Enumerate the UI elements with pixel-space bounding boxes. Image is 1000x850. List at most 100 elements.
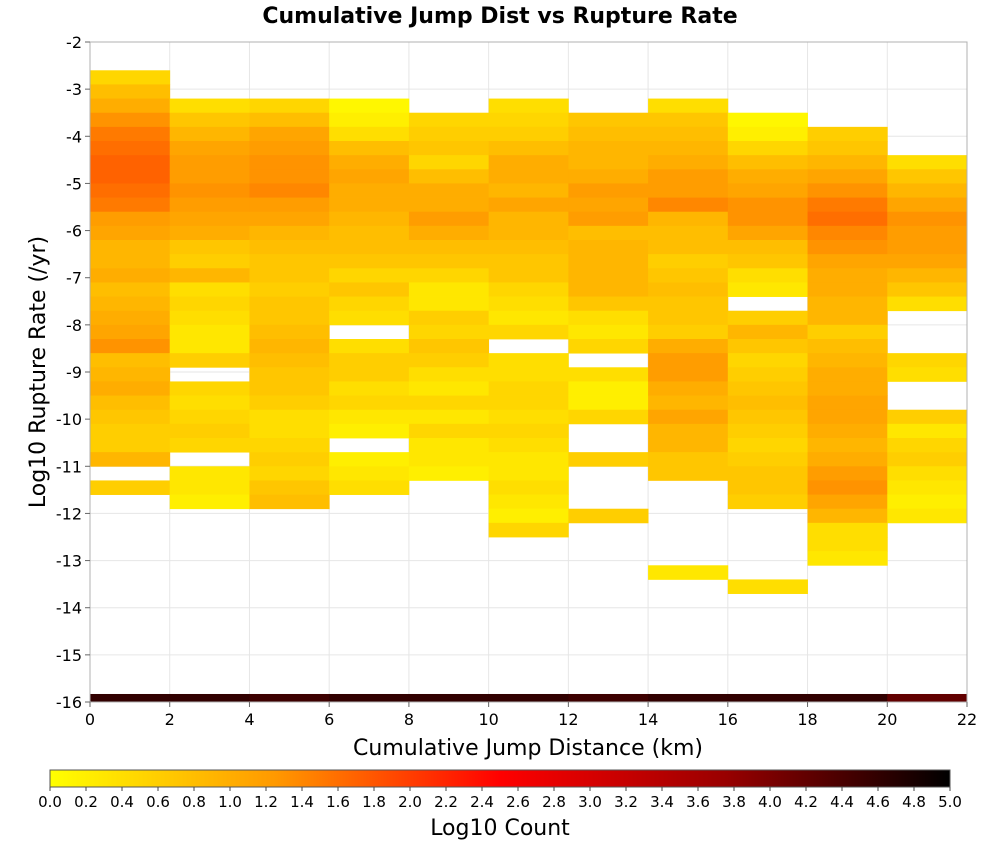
heatmap-cell-c0-r20 <box>90 353 171 368</box>
heatmap-cell-c5-r8 <box>488 211 569 227</box>
heatmap-cell-c7-r19 <box>648 367 729 382</box>
heatmap-cell-c8-r7 <box>727 211 808 227</box>
heatmap-cell-c3-r7 <box>329 197 410 213</box>
x-tick-label-7: 14 <box>638 710 658 729</box>
heatmap-cell-c7-r6 <box>648 183 729 198</box>
heatmap-cell-c9-r21 <box>807 423 888 439</box>
heatmap-cell-c3-r26 <box>329 466 410 481</box>
heatmap-cell-c0-r21 <box>90 367 171 382</box>
heatmap-cell-c0-r5 <box>90 141 171 156</box>
heatmap-cell-c3-r3 <box>329 141 410 156</box>
colorbar-gradient <box>49 769 951 788</box>
heatmap-cell-c2-r19 <box>249 367 330 382</box>
heatmap-cell-c3-r1 <box>329 112 410 128</box>
heatmap-cell-c0-r1 <box>90 84 171 99</box>
heatmap-cell-c2-r5 <box>249 169 330 184</box>
heatmap-cell-c2-r13 <box>249 282 330 297</box>
heatmap-cell-c3-r2 <box>329 126 410 142</box>
colorbar-tick-label-21: 4.2 <box>794 793 818 811</box>
heatmap-base-cell-4 <box>408 693 490 702</box>
heatmap-cell-c4-r15 <box>408 324 490 340</box>
heatmap-cell-c7-r7 <box>648 197 729 213</box>
heatmap-cell-c1-r13 <box>169 282 250 297</box>
heatmap-cell-c1-r15 <box>169 310 250 326</box>
colorbar-tick-label-17: 3.4 <box>650 793 674 811</box>
colorbar-tick-label-25: 5.0 <box>938 793 962 811</box>
heatmap-cell-c1-r7 <box>169 197 250 213</box>
heatmap-cell-c7-r4 <box>648 155 729 170</box>
heatmap-cell-c3-r18 <box>329 353 410 368</box>
heatmap-cell-c9-r19 <box>807 395 888 411</box>
heatmap-cell-c2-r28 <box>249 494 330 510</box>
heatmap-cell-c8-r11 <box>727 268 808 283</box>
heatmap-cell-c4-r14 <box>408 310 490 326</box>
heatmap-base-cell-1 <box>169 693 250 702</box>
heatmap-cell-c9-r4 <box>807 183 888 198</box>
heatmap-cell-c4-r22 <box>408 423 490 439</box>
heatmap-cell-c1-r11 <box>169 254 250 269</box>
heatmap-cell-c10-r3 <box>887 197 968 213</box>
heatmap-cell-c1-r16 <box>169 324 250 340</box>
heatmap-cell-c6-r9 <box>568 240 649 255</box>
heatmap-cell-c0-r22 <box>90 381 171 396</box>
heatmap-base-cell-7 <box>648 693 729 702</box>
heatmap-cell-c2-r26 <box>249 466 330 481</box>
x-tick-label-2: 4 <box>244 710 254 729</box>
y-tick-label-5: -7 <box>66 269 82 288</box>
x-tick-label-3: 6 <box>324 710 334 729</box>
heatmap-cell-c9-r7 <box>807 225 888 241</box>
heatmap-cell-c5-r11 <box>488 254 569 269</box>
y-tick-label-9: -11 <box>56 457 82 476</box>
heatmap-cell-c2-r27 <box>249 480 330 495</box>
colorbar-tick-label-15: 3.0 <box>578 793 602 811</box>
heatmap-cell-c5-r10 <box>488 240 569 255</box>
heatmap-cell-c5-r12 <box>488 268 569 283</box>
chart-title: Cumulative Jump Dist vs Rupture Rate <box>262 4 737 29</box>
heatmap-cell-c9-r27 <box>807 508 888 524</box>
heatmap-cell-c3-r23 <box>329 423 410 439</box>
heatmap-cell-c1-r28 <box>169 494 250 510</box>
colorbar-tick-label-12: 2.4 <box>470 793 494 811</box>
colorbar-tick-label-18: 3.6 <box>686 793 710 811</box>
heatmap-cell-c4-r3 <box>408 155 490 170</box>
heatmap-cell-c2-r17 <box>249 339 330 354</box>
colorbar-tick-label-2: 0.4 <box>110 793 134 811</box>
heatmap-cell-c7-r12 <box>648 268 729 283</box>
heatmap-cell-c9-r1 <box>807 141 888 156</box>
heatmap-cell-c2-r11 <box>249 254 330 269</box>
heatmap-cell-c6-r12 <box>568 282 649 297</box>
heatmap-cell-c7-r14 <box>648 296 729 312</box>
y-tick-label-14: -16 <box>56 693 82 712</box>
heatmap-cell-c5-r18 <box>488 353 569 368</box>
heatmap-cell-c0-r12 <box>90 240 171 255</box>
heatmap-cell-c3-r9 <box>329 225 410 241</box>
heatmap-cell-c6-r5 <box>568 183 649 198</box>
colorbar: 0.0 0.2 0.4 0.6 0.8 1.0 1.2 1.4 1.6 1.8 2.0 2.2 2.4 2… <box>38 769 962 841</box>
heatmap-cell-c9-r6 <box>807 211 888 227</box>
colorbar-tick-label-7: 1.4 <box>290 793 314 811</box>
heatmap-cell-c9-r28 <box>807 522 888 538</box>
heatmap-cell-c1-r0 <box>169 98 250 114</box>
y-tick-label-2: -4 <box>66 127 82 146</box>
colorbar-tick-label-11: 2.2 <box>434 793 458 811</box>
heatmap-cell-c9-r15 <box>807 339 888 354</box>
heatmap-cell-c4-r0 <box>408 112 490 128</box>
heatmap-cell-c8-r16 <box>727 339 808 354</box>
heatmap-cell-c2-r20 <box>249 381 330 396</box>
colorbar-tick-label-24: 4.8 <box>902 793 926 811</box>
heatmap-cell-c9-r22 <box>807 438 888 453</box>
y-tick-label-11: -13 <box>56 552 82 571</box>
y-tick-label-7: -9 <box>66 363 82 382</box>
plot-area <box>89 41 968 703</box>
heatmap-cell-c5-r6 <box>488 183 569 198</box>
heatmap-cell-c9-r18 <box>807 381 888 396</box>
heatmap-cell-c9-r26 <box>807 494 888 510</box>
heatmap-cell-c1-r4 <box>169 155 250 170</box>
heatmap-cell-c4-r1 <box>408 126 490 142</box>
heatmap-cell-c8-r4 <box>727 169 808 184</box>
heatmap-cell-c5-r19 <box>488 367 569 382</box>
heatmap-cell-c3-r19 <box>329 367 410 382</box>
heatmap-cell-c8-r3 <box>727 155 808 170</box>
heatmap-cell-c10-r20 <box>887 438 968 453</box>
heatmap-cell-c6-r7 <box>568 211 649 227</box>
